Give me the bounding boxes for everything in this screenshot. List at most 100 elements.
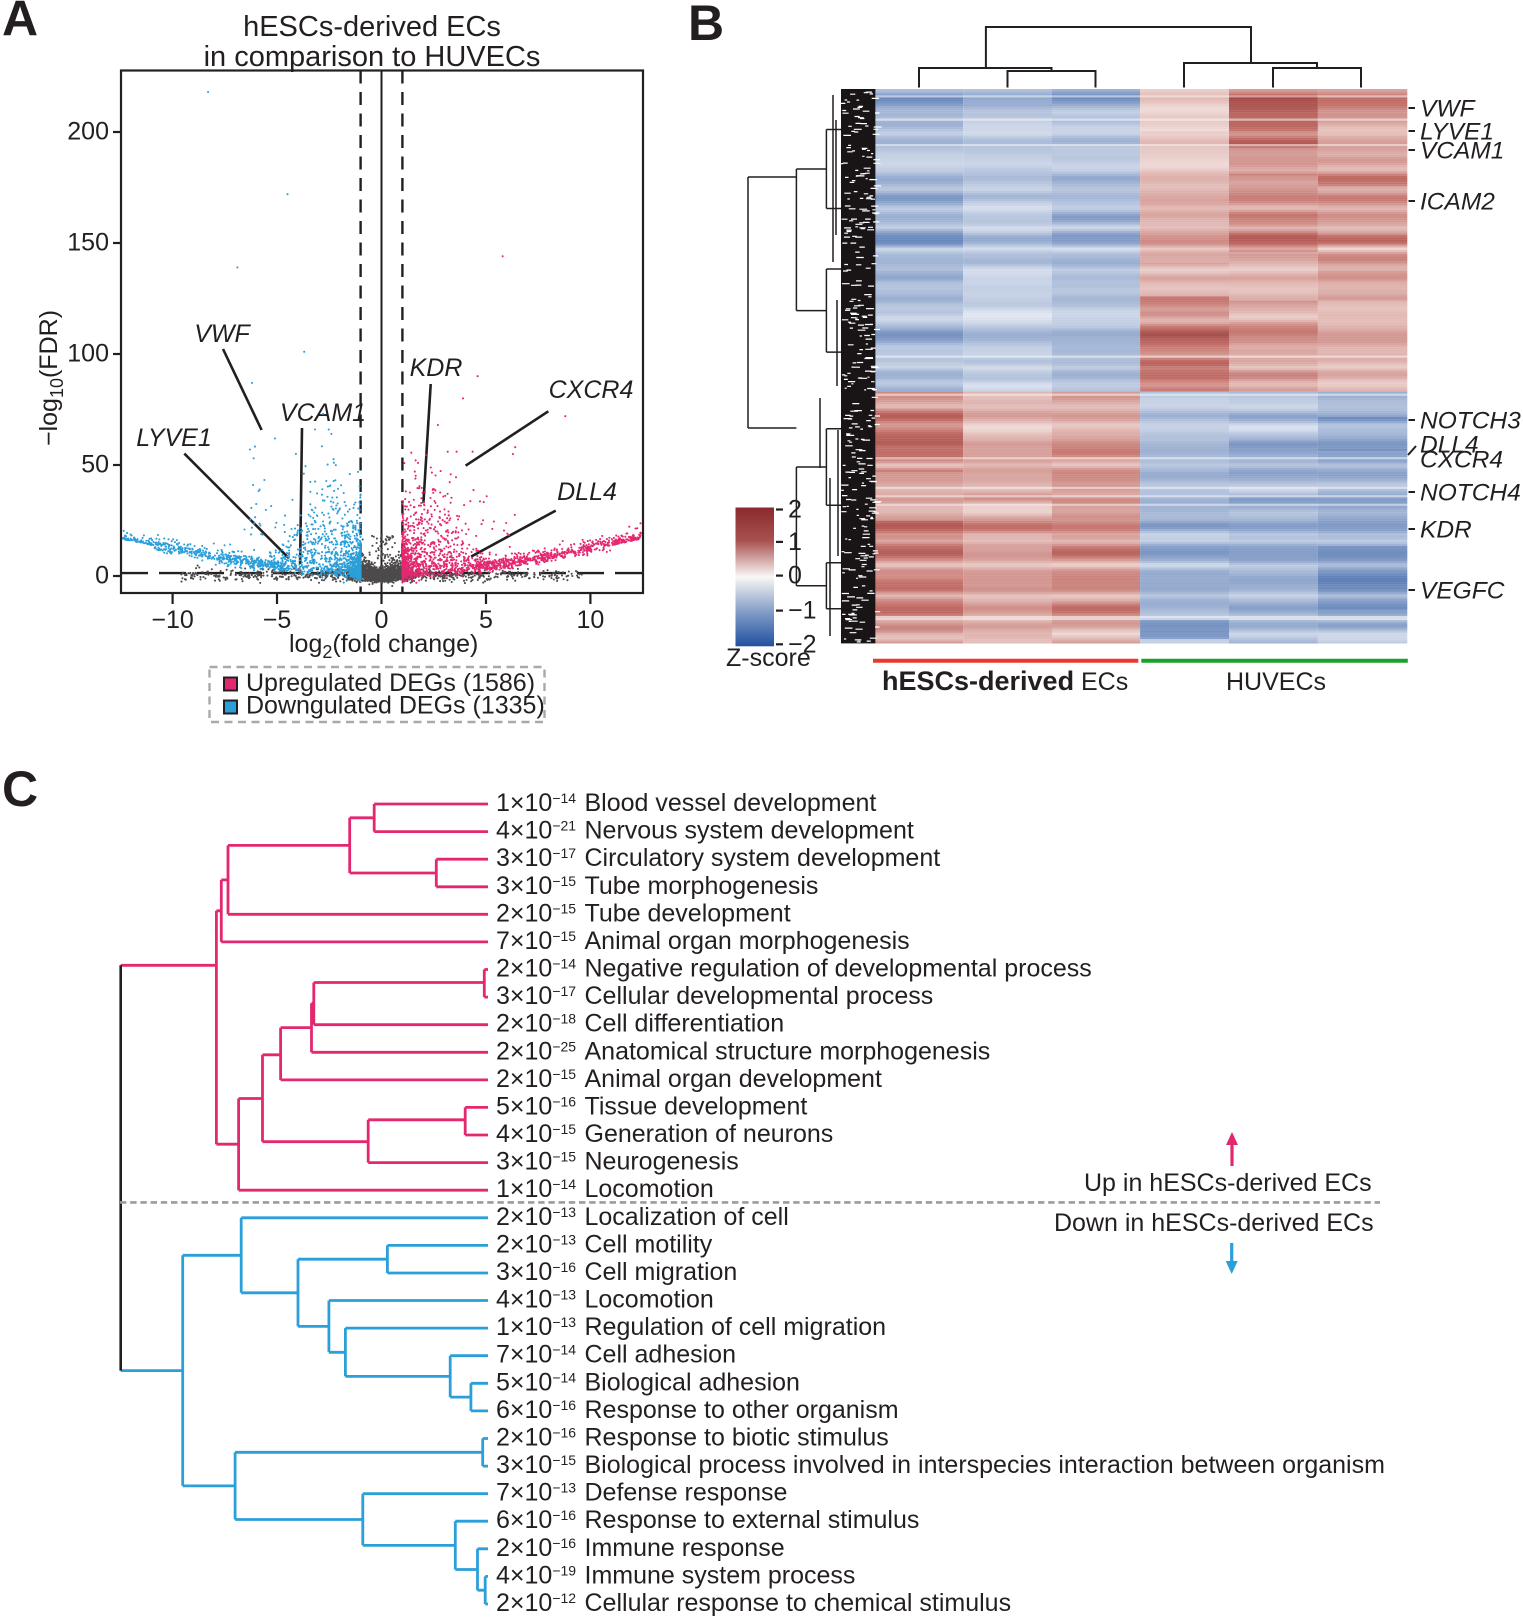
svg-text:2×10−16: 2×10−16 [496, 1424, 576, 1452]
svg-text:Regulation of cell migration: Regulation of cell migration [585, 1313, 887, 1341]
svg-text:3×10−16: 3×10−16 [496, 1258, 576, 1286]
svg-text:hESCs-derived ECs: hESCs-derived ECs [882, 666, 1128, 696]
svg-text:100: 100 [67, 340, 109, 368]
svg-text:Neurogenesis: Neurogenesis [585, 1148, 739, 1176]
svg-text:5×10−14: 5×10−14 [496, 1368, 576, 1396]
svg-text:Biological adhesion: Biological adhesion [585, 1368, 800, 1396]
svg-text:in comparison to HUVECs: in comparison to HUVECs [204, 41, 541, 73]
svg-text:Upregulated DEGs (1586): Upregulated DEGs (1586) [246, 669, 535, 697]
svg-text:1×10−14: 1×10−14 [496, 789, 576, 817]
svg-text:5×10−16: 5×10−16 [496, 1092, 576, 1120]
svg-text:VCAM1: VCAM1 [1420, 138, 1504, 165]
svg-text:Anatomical structure morphogen: Anatomical structure morphogenesis [585, 1037, 991, 1065]
svg-text:0: 0 [95, 562, 109, 590]
svg-text:2: 2 [788, 496, 802, 524]
svg-text:DLL4: DLL4 [557, 478, 617, 506]
svg-text:Circulatory system development: Circulatory system development [585, 844, 941, 872]
svg-text:1×10−14: 1×10−14 [496, 1175, 576, 1203]
svg-text:Cell migration: Cell migration [585, 1258, 738, 1286]
svg-text:Response to external stimulus: Response to external stimulus [585, 1506, 920, 1534]
svg-text:Downgulated DEGs (1335): Downgulated DEGs (1335) [246, 692, 545, 720]
svg-text:4×10−13: 4×10−13 [496, 1286, 576, 1314]
svg-text:Generation of neurons: Generation of neurons [585, 1120, 834, 1148]
svg-text:Cellular response to chemical: Cellular response to chemical stimulus [585, 1589, 1012, 1617]
svg-text:3×10−15: 3×10−15 [496, 872, 576, 900]
svg-text:1: 1 [788, 528, 802, 556]
svg-text:Locomotion: Locomotion [585, 1175, 714, 1203]
svg-text:VWF: VWF [1420, 96, 1476, 123]
svg-text:Animal organ development: Animal organ development [585, 1065, 882, 1093]
svg-text:2×10−18: 2×10−18 [496, 1010, 576, 1038]
svg-text:2×10−14: 2×10−14 [496, 955, 576, 983]
svg-text:DLL4: DLL4 [1420, 432, 1479, 459]
svg-text:3×10−15: 3×10−15 [496, 1148, 576, 1176]
svg-text:Negative regulation of develop: Negative regulation of developmental pro… [585, 955, 1092, 983]
svg-text:0: 0 [788, 562, 802, 590]
svg-text:Immune system process: Immune system process [585, 1561, 856, 1589]
svg-text:LYVE1: LYVE1 [136, 424, 212, 452]
svg-text:150: 150 [67, 229, 109, 257]
svg-text:Tissue development: Tissue development [585, 1092, 808, 1120]
svg-text:2×10−13: 2×10−13 [496, 1230, 576, 1258]
svg-text:2×10−15: 2×10−15 [496, 1065, 576, 1093]
svg-text:Locomotion: Locomotion [585, 1286, 714, 1314]
svg-text:NOTCH3: NOTCH3 [1420, 408, 1521, 435]
svg-text:Animal organ morphogenesis: Animal organ morphogenesis [585, 927, 910, 955]
svg-text:3×10−15: 3×10−15 [496, 1451, 576, 1479]
svg-text:KDR: KDR [1420, 517, 1472, 544]
svg-text:−log10(FDR): −log10(FDR) [35, 310, 67, 446]
svg-text:7×10−15: 7×10−15 [496, 927, 576, 955]
svg-text:Tube morphogenesis: Tube morphogenesis [585, 872, 819, 900]
svg-text:200: 200 [67, 118, 109, 146]
svg-text:KDR: KDR [410, 354, 463, 382]
svg-text:ICAM2: ICAM2 [1420, 189, 1495, 216]
svg-text:Cell differentiation: Cell differentiation [585, 1010, 785, 1038]
svg-text:4×10−21: 4×10−21 [496, 817, 576, 845]
svg-text:4×10−15: 4×10−15 [496, 1120, 576, 1148]
svg-text:2×10−15: 2×10−15 [496, 899, 576, 927]
svg-text:2×10−25: 2×10−25 [496, 1037, 576, 1065]
svg-text:Response to biotic stimulus: Response to biotic stimulus [585, 1424, 889, 1452]
svg-text:Cellular developmental process: Cellular developmental process [585, 982, 934, 1010]
svg-text:6×10−16: 6×10−16 [496, 1396, 576, 1424]
svg-text:CXCR4: CXCR4 [1420, 447, 1503, 474]
svg-text:2×10−16: 2×10−16 [496, 1534, 576, 1562]
svg-text:Blood vessel development: Blood vessel development [585, 789, 877, 817]
svg-text:Up in hESCs-derived ECs: Up in hESCs-derived ECs [1084, 1169, 1372, 1197]
svg-text:Cell adhesion: Cell adhesion [585, 1341, 737, 1369]
svg-text:Down in hESCs-derived ECs: Down in hESCs-derived ECs [1054, 1209, 1374, 1237]
svg-text:6×10−16: 6×10−16 [496, 1506, 576, 1534]
svg-text:1×10−13: 1×10−13 [496, 1313, 576, 1341]
svg-text:Nervous system development: Nervous system development [585, 817, 914, 845]
svg-text:Immune response: Immune response [585, 1534, 785, 1562]
svg-text:Z-score: Z-score [726, 644, 811, 672]
svg-text:5: 5 [479, 606, 493, 634]
svg-text:2×10−13: 2×10−13 [496, 1203, 576, 1231]
svg-text:VWF: VWF [194, 320, 251, 348]
svg-text:7×10−14: 7×10−14 [496, 1341, 576, 1369]
svg-text:LYVE1: LYVE1 [1420, 119, 1494, 146]
svg-text:Tube development: Tube development [585, 899, 791, 927]
svg-text:−10: −10 [151, 606, 193, 634]
svg-text:50: 50 [81, 451, 109, 479]
svg-text:10: 10 [576, 606, 604, 634]
svg-text:−2: −2 [788, 630, 817, 658]
svg-text:3×10−17: 3×10−17 [496, 982, 576, 1010]
svg-text:0: 0 [375, 606, 389, 634]
svg-text:−5: −5 [263, 606, 292, 634]
svg-text:Localization of cell: Localization of cell [585, 1203, 789, 1231]
svg-text:HUVECs: HUVECs [1226, 668, 1326, 696]
svg-text:CXCR4: CXCR4 [549, 376, 634, 404]
svg-text:Defense response: Defense response [585, 1479, 788, 1507]
svg-text:−1: −1 [788, 597, 817, 625]
svg-text:A: A [2, 0, 38, 47]
svg-text:3×10−17: 3×10−17 [496, 844, 576, 872]
svg-text:hESCs-derived ECs: hESCs-derived ECs [243, 11, 501, 43]
svg-text:Response to other organism: Response to other organism [585, 1396, 899, 1424]
svg-text:2×10−12: 2×10−12 [496, 1589, 576, 1617]
svg-text:4×10−19: 4×10−19 [496, 1561, 576, 1589]
svg-text:Biological process involved in: Biological process involved in interspec… [585, 1451, 1385, 1479]
svg-text:VEGFC: VEGFC [1420, 578, 1505, 605]
svg-text:C: C [2, 761, 38, 817]
svg-text:B: B [688, 0, 724, 51]
